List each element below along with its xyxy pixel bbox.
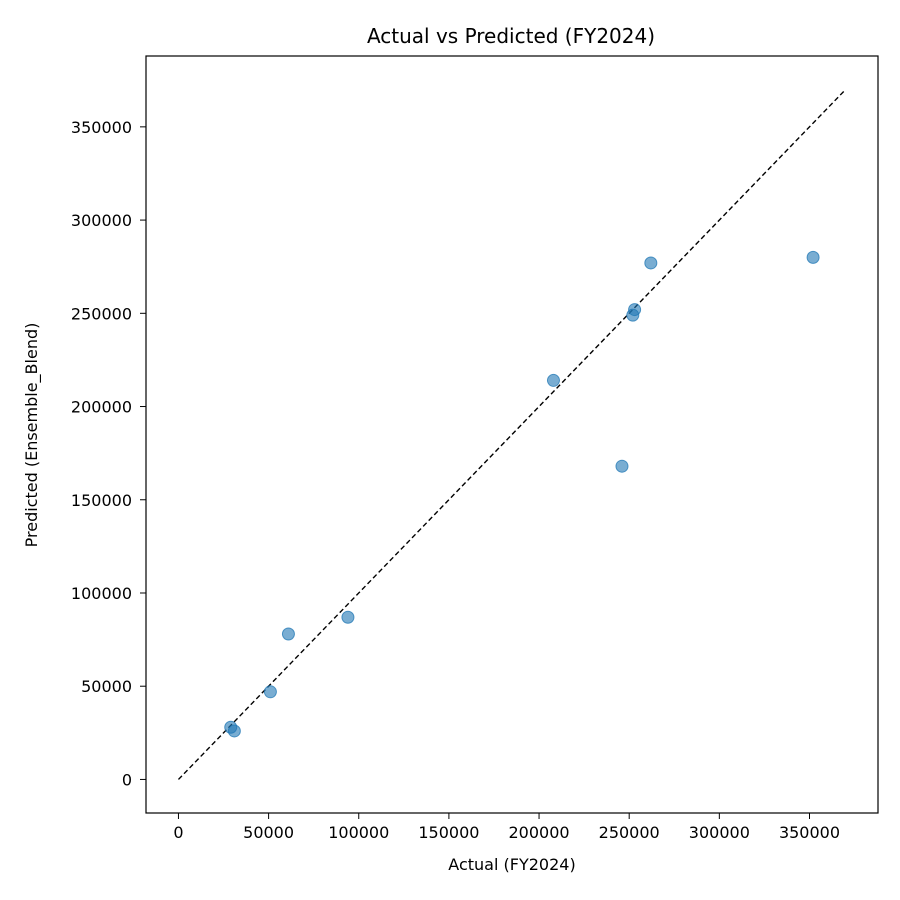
- data-point-5: [546, 373, 560, 387]
- y-axis-label: Predicted (Ensemble_Blend): [22, 323, 42, 548]
- data-point-3: [281, 627, 295, 641]
- data-point-6: [615, 459, 629, 473]
- data-point-1: [227, 724, 241, 738]
- y-tick-label: 200000: [71, 398, 132, 417]
- y-tick-label: 0: [122, 770, 132, 789]
- x-tick-label: 350000: [779, 823, 840, 842]
- chart-title: Actual vs Predicted (FY2024): [367, 24, 655, 48]
- x-tick-label: 300000: [689, 823, 750, 842]
- y-tick-label: 50000: [81, 677, 132, 696]
- x-tick-label: 50000: [243, 823, 294, 842]
- data-point-2: [263, 685, 277, 699]
- data-point-9: [644, 256, 658, 270]
- y-tick-label: 300000: [71, 211, 132, 230]
- y-tick-label: 150000: [71, 491, 132, 510]
- reference-line: [177, 89, 847, 780]
- y-tick-label: 250000: [71, 304, 132, 323]
- x-tick-label: 150000: [418, 823, 479, 842]
- x-axis-label: Actual (FY2024): [448, 855, 575, 874]
- x-tick-label: 250000: [599, 823, 660, 842]
- data-point-8: [628, 303, 642, 317]
- x-tick-label: 200000: [509, 823, 570, 842]
- x-tick-label: 0: [173, 823, 183, 842]
- y-tick-label: 350000: [71, 118, 132, 137]
- data-point-10: [806, 250, 820, 264]
- y-tick-label: 100000: [71, 584, 132, 603]
- x-tick-label: 100000: [328, 823, 389, 842]
- plot-frame: [145, 55, 879, 814]
- data-point-4: [341, 610, 355, 624]
